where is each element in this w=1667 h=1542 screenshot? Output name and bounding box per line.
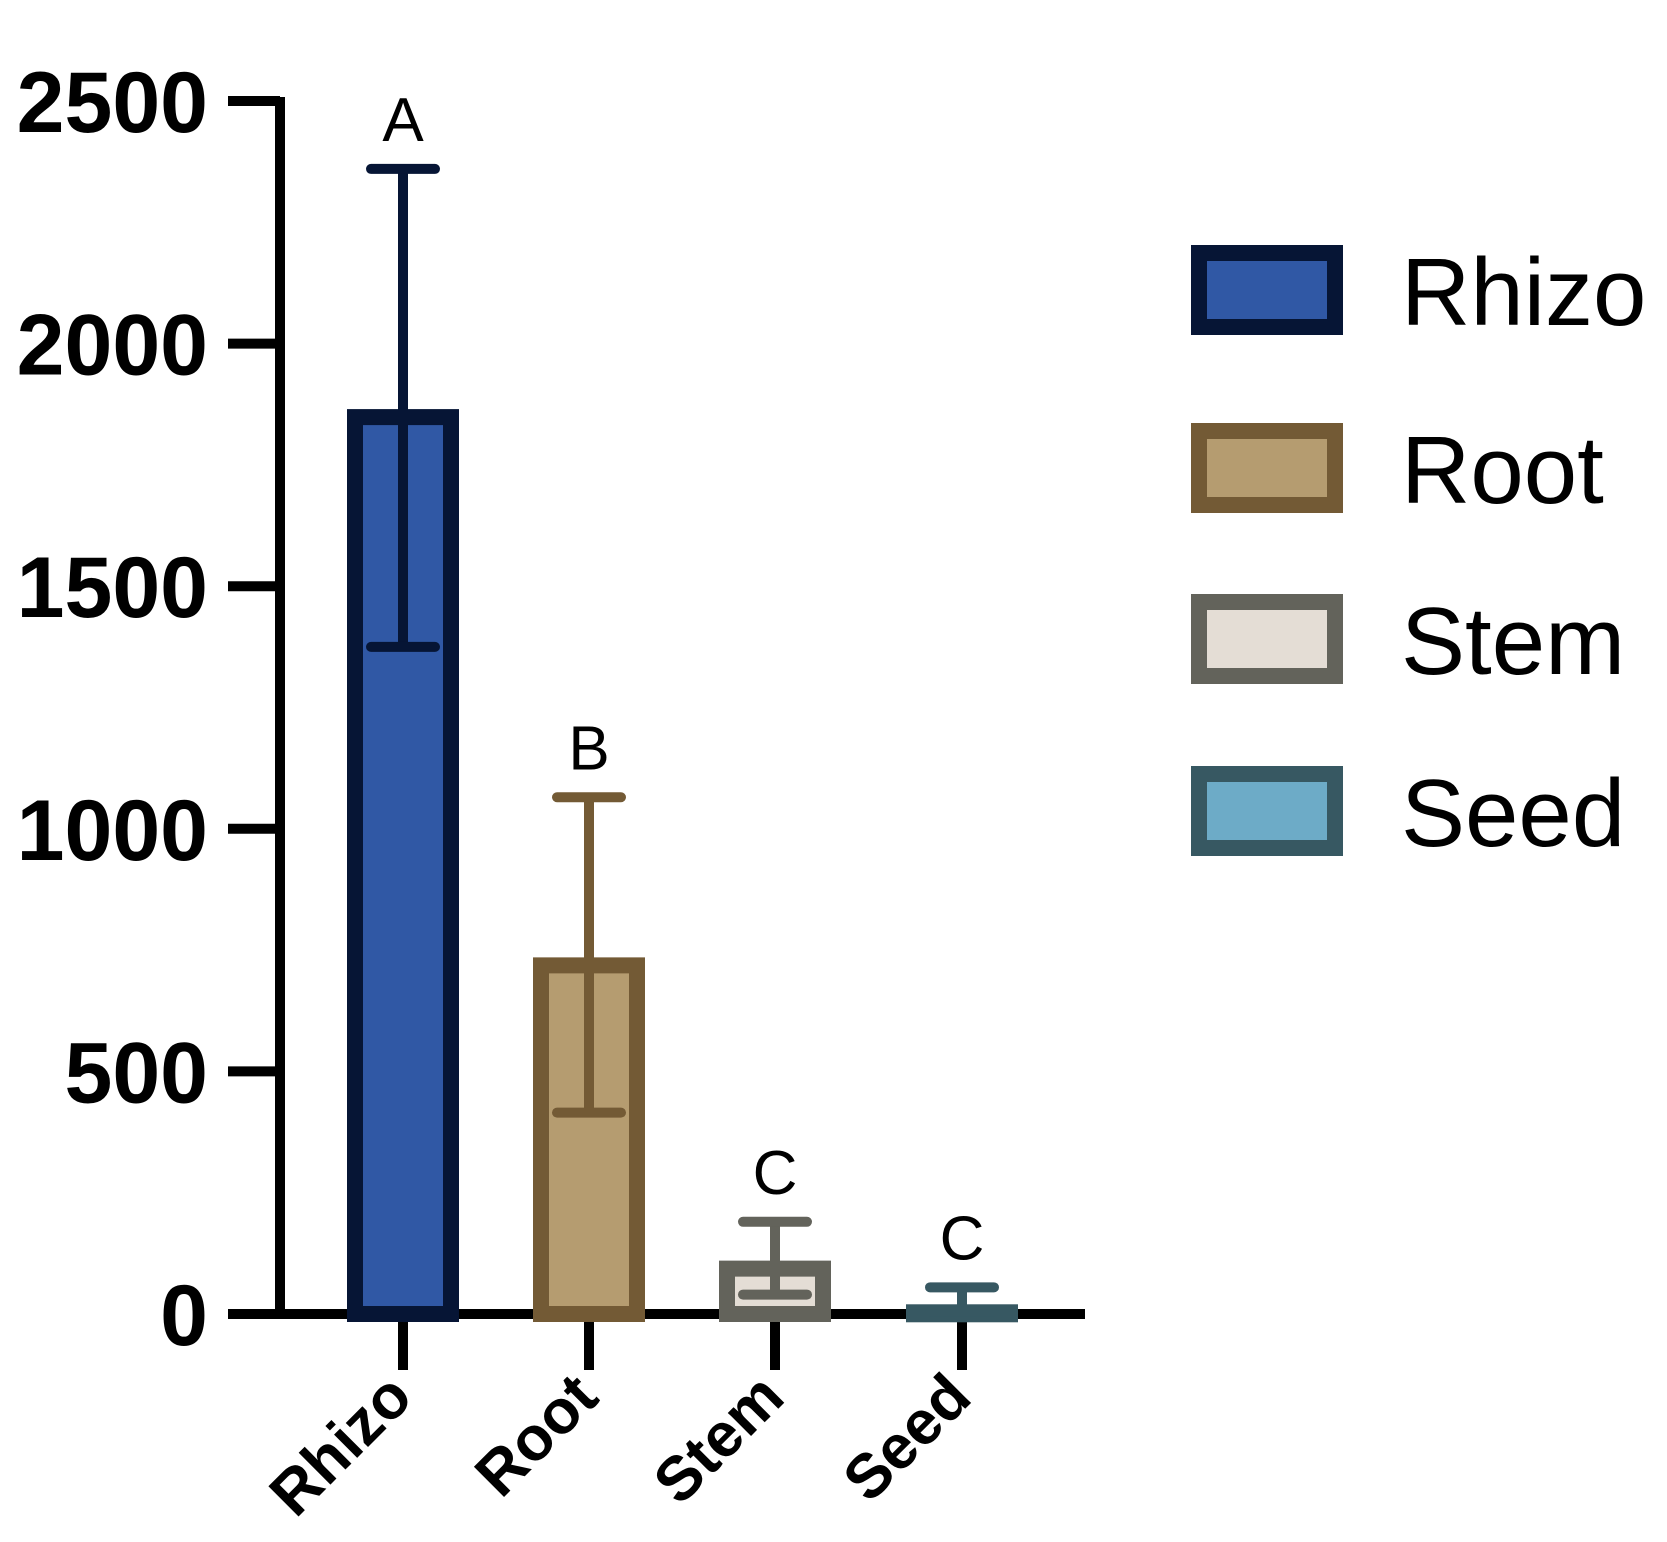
x-tick-label-seed: Seed [830, 1361, 984, 1515]
legend-label-rhizo: Rhizo [1401, 239, 1646, 346]
y-tick-label-1500: 1500 [17, 540, 208, 636]
significance-letter-seed: C [940, 1204, 985, 1273]
y-tick-label-2500: 2500 [17, 55, 208, 151]
legend: Rhizo Root Stem Seed [1191, 239, 1646, 867]
legend-swatch-seed [1191, 766, 1343, 856]
significance-letter-rhizo: A [382, 86, 424, 155]
legend-swatch-stem [1191, 594, 1343, 684]
y-axis: 0 500 1000 1500 2000 2500 [17, 55, 285, 1364]
x-axis: Rhizo Root Stem Seed [257, 1309, 1085, 1529]
x-tick-label-root: Root [462, 1361, 611, 1510]
significance-letter-stem: C [753, 1139, 798, 1208]
legend-swatch-rhizo [1191, 245, 1343, 335]
x-tick-label-stem: Stem [641, 1361, 797, 1517]
legend-label-seed: Seed [1401, 760, 1625, 867]
y-tick-label-1000: 1000 [17, 783, 208, 879]
legend-label-root: Root [1401, 417, 1604, 524]
legend-swatch-root [1191, 423, 1343, 513]
y-tick-label-2000: 2000 [17, 298, 208, 394]
x-tick-label-rhizo: Rhizo [257, 1361, 425, 1529]
legend-label-stem: Stem [1401, 588, 1625, 695]
y-tick-label-500: 500 [65, 1025, 209, 1121]
y-tick-label-0: 0 [160, 1268, 208, 1364]
bars: A B C C [347, 86, 1018, 1323]
significance-letter-root: B [568, 714, 609, 783]
